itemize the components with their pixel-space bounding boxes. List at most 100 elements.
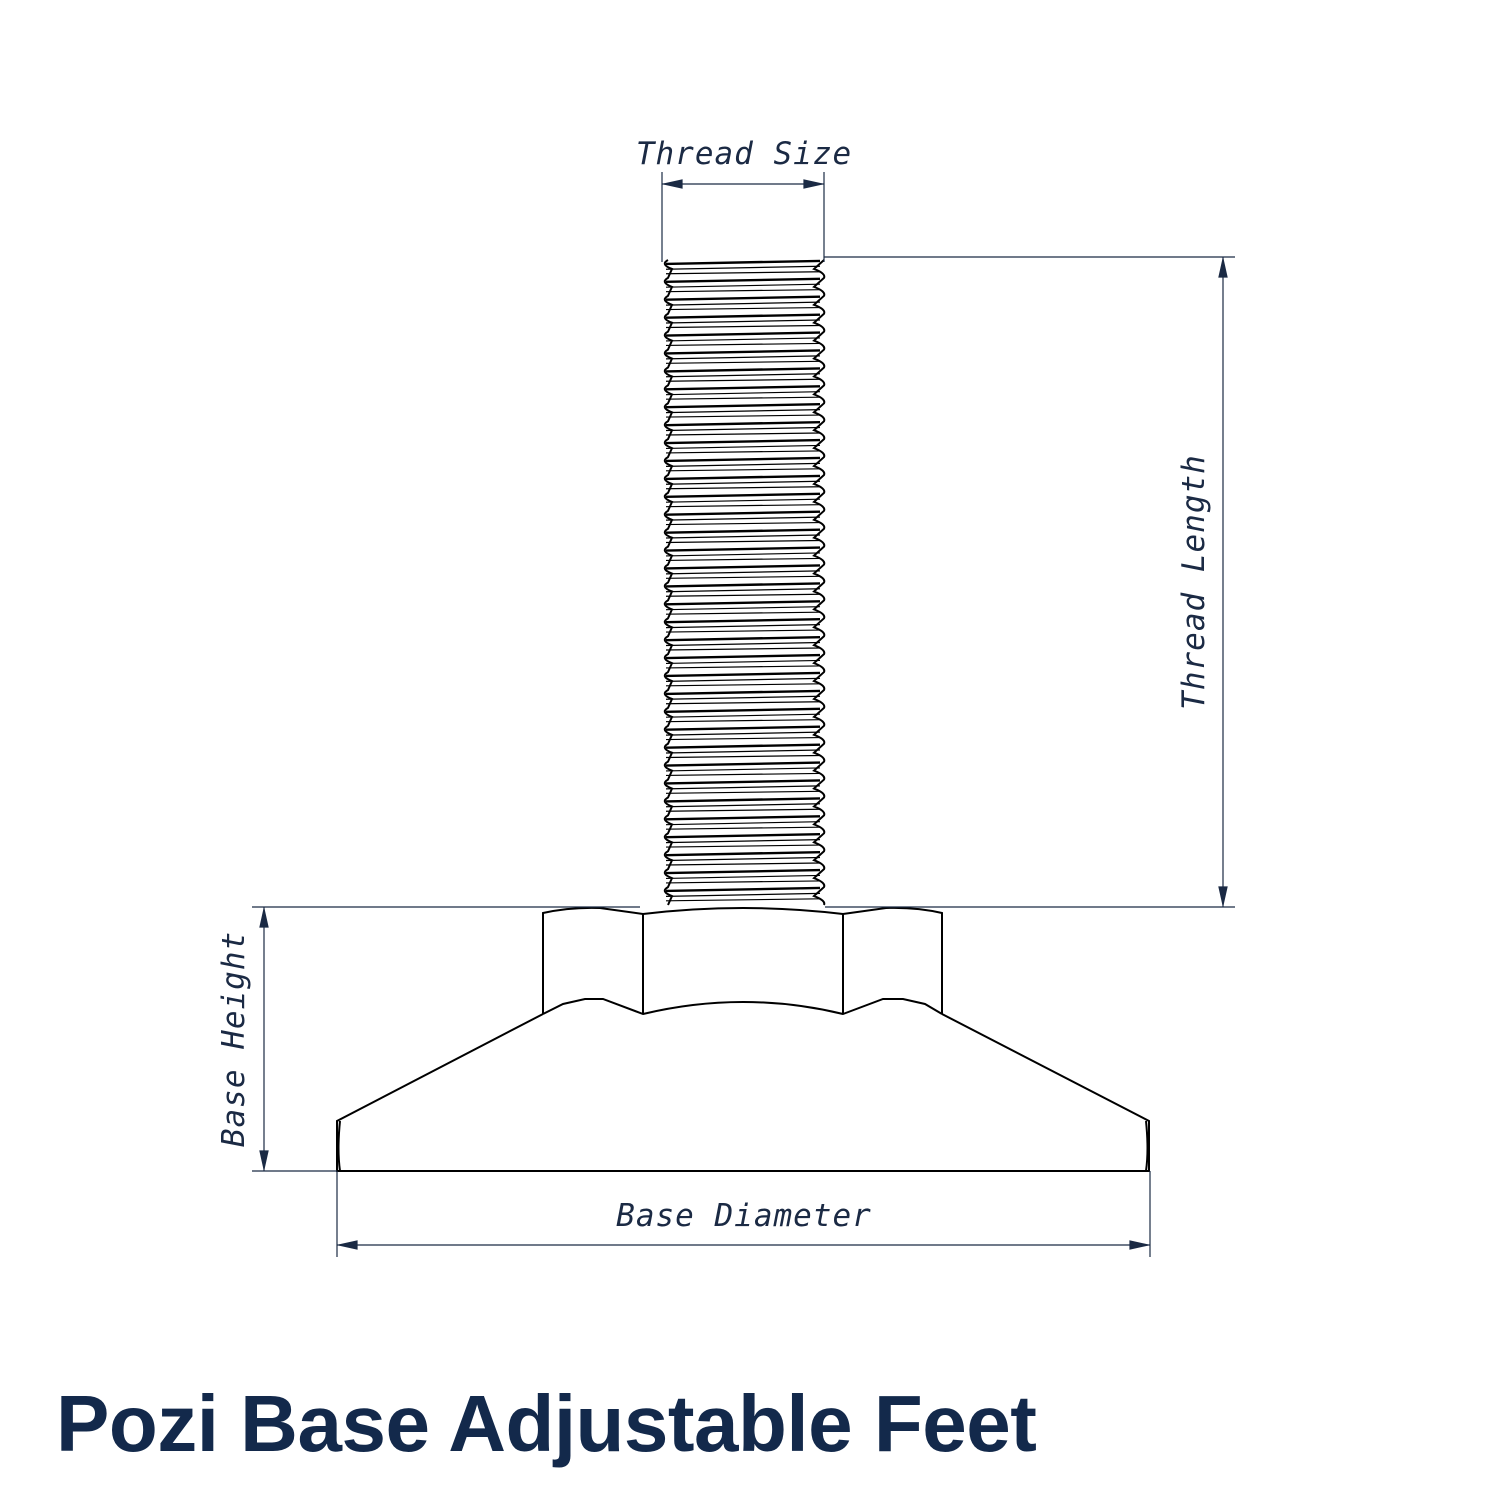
thread-crest-line	[665, 480, 821, 485]
thread-crest-line	[665, 713, 821, 718]
thread-crest-line	[665, 749, 821, 754]
thread-crest-line	[665, 868, 821, 875]
base-cone	[336, 1013, 1150, 1172]
base-bottom-round	[337, 1120, 1149, 1172]
thread-crest-line	[665, 624, 821, 629]
base-diameter-label: Base Diameter	[616, 1198, 872, 1234]
thread-crest-line	[665, 892, 821, 897]
thread-crest-line	[665, 539, 821, 544]
thread-crest-line	[665, 600, 821, 606]
hex-nut-outline	[542, 906, 943, 1014]
thread-crest-line	[665, 606, 821, 611]
thread-crest-line	[665, 414, 821, 418]
thread-crest-line	[665, 331, 821, 337]
thread-crest-line	[665, 468, 821, 472]
thread-crest-line	[665, 659, 821, 665]
thread-crest-line	[665, 367, 821, 373]
thread-crest-line	[665, 671, 821, 678]
thread-crest-line	[665, 396, 821, 400]
thread-crest-line	[665, 839, 821, 844]
thread-crest-line	[665, 373, 821, 378]
thread-crest-line	[665, 516, 821, 521]
thread-crest-line	[665, 833, 821, 839]
thread-crest-line	[665, 385, 821, 391]
thread-crest-line	[665, 283, 821, 288]
thread-crest-line	[665, 324, 821, 329]
thread-crest-line	[665, 736, 821, 741]
page-title: Pozi Base Adjustable Feet	[56, 1379, 1037, 1468]
thread-crest-line	[665, 552, 821, 557]
thread-crest-line	[665, 337, 821, 342]
thread-crest-line	[665, 886, 821, 893]
thread-crest-line	[665, 570, 821, 575]
thread-crest-line	[665, 618, 821, 624]
thread-crest-line	[665, 850, 821, 857]
hex-bottom-edge	[542, 998, 943, 1016]
thread-crest-line	[665, 815, 821, 821]
thread-crest-line	[665, 391, 821, 396]
thread-crest-line	[665, 313, 821, 319]
thread-crest-line	[665, 557, 821, 562]
thread-crest-line	[665, 683, 821, 687]
thread-crest-line	[665, 409, 821, 414]
thread-crest-line	[665, 898, 821, 902]
thread-crest-line	[665, 504, 821, 508]
thread-crest-line	[665, 689, 821, 696]
thread-crest-line	[665, 731, 821, 736]
thread-crest-line	[665, 844, 821, 848]
arrowhead-icon	[338, 1240, 1149, 1250]
thread-crest-line	[665, 754, 821, 759]
thread-crest-line	[665, 695, 821, 700]
thread-crest-line	[665, 462, 821, 467]
thread-crest-line	[665, 880, 821, 884]
thread-crest-line	[665, 803, 821, 808]
thread-crest-line	[665, 378, 821, 382]
thread-crest-line	[665, 265, 821, 270]
thread-crest-line	[665, 319, 821, 324]
thread-crest-line	[665, 790, 821, 794]
thread-crest-line	[665, 743, 821, 749]
thread-crest-line	[665, 826, 821, 830]
thread-crest-line	[665, 420, 821, 427]
thread-crest-line	[665, 534, 821, 539]
thread-profile-right	[812, 259, 826, 906]
thread-crest-line	[665, 779, 821, 785]
thread-crest-line	[665, 665, 821, 669]
thread-crest-line	[665, 486, 821, 490]
thread-crest-line	[665, 647, 821, 651]
thread-crest-line	[665, 289, 821, 293]
thread-length-label: Thread Length	[1176, 454, 1212, 710]
thread-crest-line	[665, 725, 821, 731]
thread-crest-line	[665, 582, 821, 588]
hex-base	[336, 906, 1150, 1172]
thread-crest-line	[665, 767, 821, 772]
thread-crest-line	[665, 295, 821, 301]
thread-crest-line	[665, 360, 821, 364]
thread-crest-line	[665, 874, 821, 880]
thread-crest-line	[665, 259, 821, 266]
thread-crest-line	[665, 456, 821, 463]
thread-crest-line	[665, 355, 821, 360]
thread-crest-line	[665, 432, 821, 436]
thread-crest-line	[665, 862, 821, 866]
thread-crest-line	[665, 797, 821, 803]
thread-crest-line	[665, 342, 821, 347]
thread-crest-line	[665, 677, 821, 682]
thread-crest-line	[665, 564, 821, 570]
thread-crest-line	[665, 474, 821, 481]
thread-size-label: Thread Size	[636, 136, 852, 172]
thread-crest-line	[665, 403, 821, 409]
arrowhead-icon	[1218, 258, 1228, 906]
thread-crest-line	[665, 707, 821, 714]
threaded-stud	[663, 259, 826, 906]
thread-crest-line	[665, 492, 821, 499]
thread-crest-line	[665, 349, 821, 355]
thread-crest-line	[665, 785, 821, 790]
arrowhead-icon	[259, 908, 269, 1170]
thread-crest-line	[665, 701, 821, 705]
thread-crest-line	[665, 444, 821, 450]
thread-crest-line	[665, 546, 821, 552]
thread-crest-line	[665, 593, 821, 597]
thread-crest-line	[665, 277, 821, 284]
